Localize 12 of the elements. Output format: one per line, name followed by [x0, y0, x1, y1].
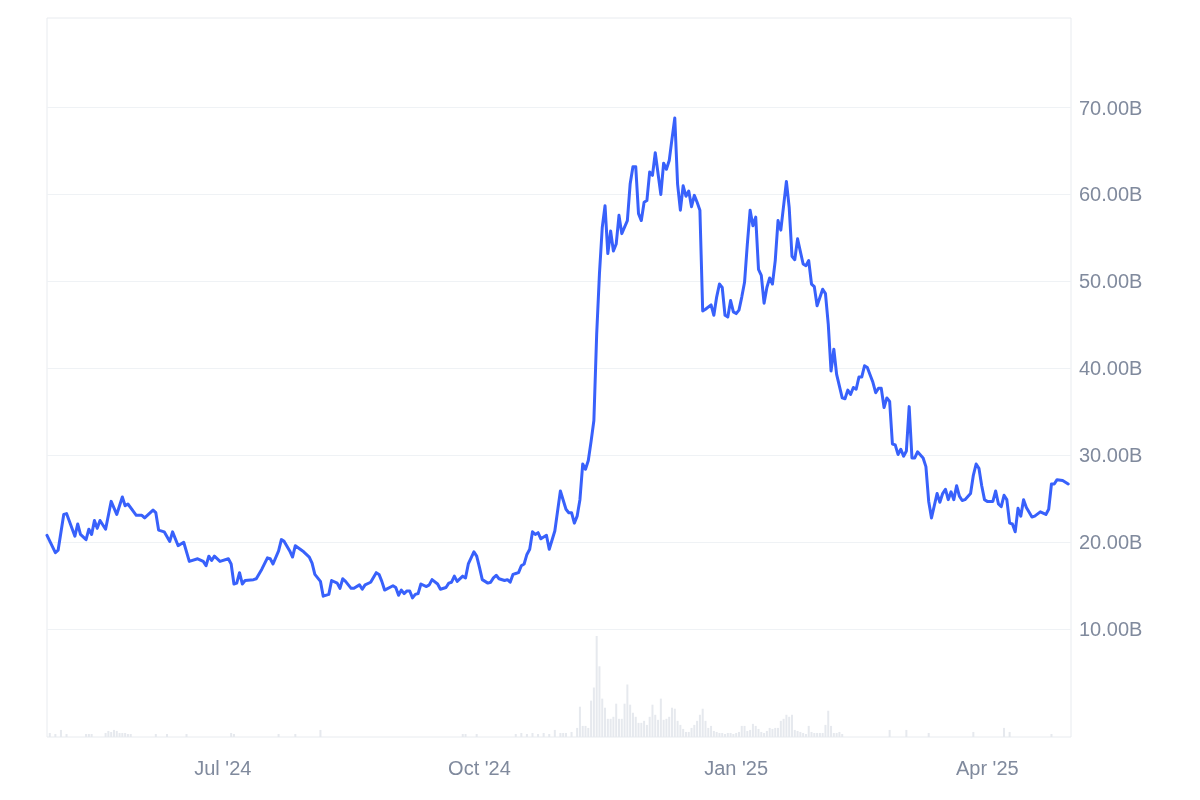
- y-tick-label: 50.00B: [1079, 270, 1143, 293]
- y-tick-label: 10.00B: [1079, 618, 1143, 641]
- y-tick-label: 40.00B: [1079, 357, 1143, 380]
- x-tick-label: Oct '24: [448, 757, 511, 779]
- y-tick-label: 30.00B: [1079, 444, 1143, 467]
- x-tick-label: Jul '24: [194, 757, 252, 779]
- x-tick-label: Apr '25: [955, 757, 1019, 779]
- y-tick-label: 20.00B: [1079, 531, 1143, 554]
- x-tick-label: Jan '25: [704, 757, 769, 779]
- y-tick-label: 70.00B: [1079, 96, 1143, 119]
- line-series: [45, 116, 1070, 600]
- y-tick-label: 60.00B: [1079, 183, 1143, 206]
